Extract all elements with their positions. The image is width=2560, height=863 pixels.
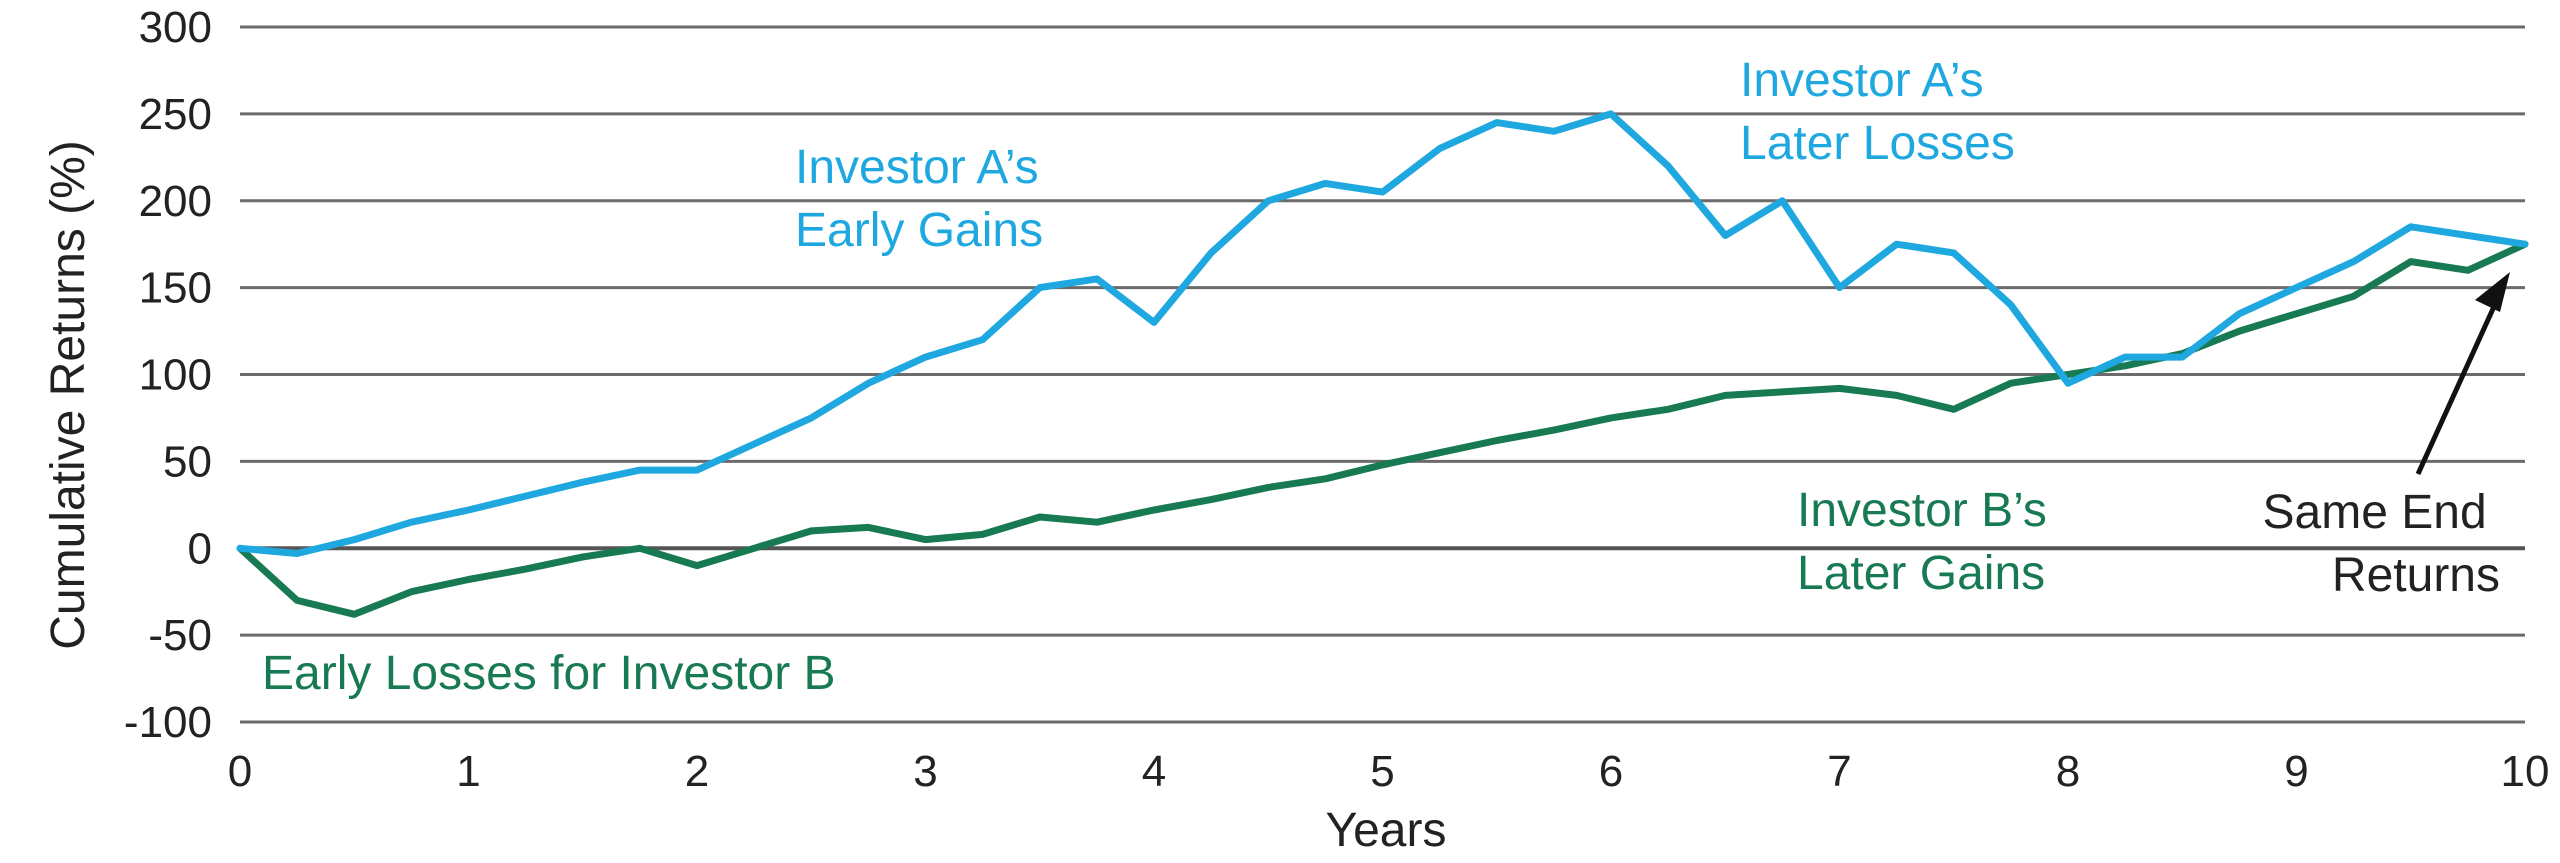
arrow-shaft xyxy=(2415,298,2500,476)
x-tick-label: 5 xyxy=(1370,747,1394,796)
annotation-a-later-line2: Later Losses xyxy=(1740,117,2015,170)
annotation-investor-b-later-gains: Investor B’s Later Gains xyxy=(1797,484,2060,600)
annotation-b-later-line1: Investor B’s xyxy=(1797,484,2047,537)
grid-layer xyxy=(240,25,2525,724)
annotation-investor-b-early-losses: Early Losses for Investor B xyxy=(262,647,836,700)
annotation-a-early-line1: Investor A’s xyxy=(795,141,1039,194)
x-tick-label: 2 xyxy=(685,747,709,796)
series-line-investor-b xyxy=(236,240,2529,618)
annotation-same-end-returns: Same End Returns xyxy=(2263,486,2500,602)
annotation-a-early-line2: Early Gains xyxy=(795,204,1043,257)
annotation-same-end-line2: Returns xyxy=(2332,549,2500,602)
x-axis-label: Years xyxy=(1326,804,1447,857)
y-tick-label: -100 xyxy=(124,698,212,747)
arrow-head xyxy=(2475,272,2510,312)
y-tick-label: 250 xyxy=(139,90,212,139)
x-tick-label: 3 xyxy=(913,747,937,796)
y-axis-label: Cumulative Returns (%) xyxy=(42,140,95,649)
x-tick-label: 7 xyxy=(1827,747,1851,796)
x-tick-label: 6 xyxy=(1599,747,1623,796)
y-tick-label: 0 xyxy=(188,524,212,573)
y-tick-label: 150 xyxy=(139,264,212,313)
series-line-investor-a xyxy=(236,110,2529,557)
x-tick-label: 4 xyxy=(1142,747,1166,796)
same-end-arrow xyxy=(2415,272,2510,476)
series-layer xyxy=(236,110,2529,618)
y-tick-label: 300 xyxy=(139,3,212,52)
annotation-a-later-line1: Investor A’s xyxy=(1740,54,1984,107)
x-tick-label: 8 xyxy=(2056,747,2080,796)
x-tick-label: 10 xyxy=(2501,747,2550,796)
tick-labels: 300 250 200 150 100 50 0 -50 -100 0 1 2 3 4 5 6 7 8 9 10 xyxy=(124,3,2550,796)
annotation-same-end-line1: Same End xyxy=(2263,486,2487,539)
y-tick-label: 50 xyxy=(163,437,212,486)
y-tick-label: 100 xyxy=(139,351,212,400)
y-tick-label: 200 xyxy=(139,177,212,226)
x-tick-label: 1 xyxy=(456,747,480,796)
annotation-investor-a-later-losses: Investor A’s Later Losses xyxy=(1740,54,2015,170)
annotation-investor-a-early-gains: Investor A’s Early Gains xyxy=(795,141,1052,257)
annotation-b-later-line2: Later Gains xyxy=(1797,547,2045,600)
x-tick-label: 9 xyxy=(2284,747,2308,796)
y-tick-label: -50 xyxy=(148,611,212,660)
x-tick-label: 0 xyxy=(228,747,252,796)
